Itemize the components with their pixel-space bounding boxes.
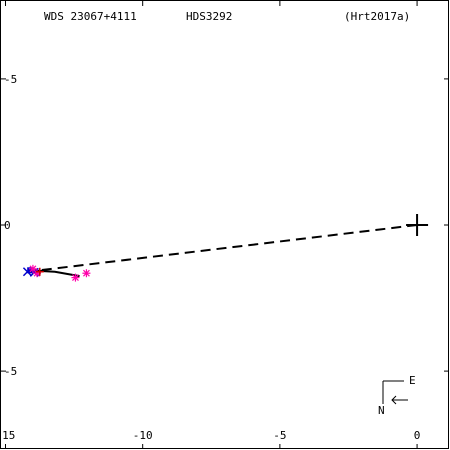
dashed-line-layer bbox=[27, 224, 418, 273]
observation-point bbox=[35, 267, 44, 276]
compass: E N bbox=[378, 374, 416, 417]
x-tick-label: 0 bbox=[414, 429, 421, 442]
y-tick-label: -5 bbox=[4, 73, 17, 86]
dashed-line bbox=[27, 224, 418, 273]
observations-layer bbox=[22, 264, 91, 282]
x-axis-ticks: -15 -10 -5 0 bbox=[0, 1, 420, 449]
compass-east-label: E bbox=[409, 374, 416, 387]
observation-point bbox=[82, 269, 91, 278]
primary-star-marker bbox=[406, 214, 429, 236]
y-axis-ticks: -5 0 -5 bbox=[1, 73, 449, 378]
x-tick-label: -5 bbox=[273, 429, 286, 442]
discoverer-label: HDS3292 bbox=[186, 10, 232, 23]
primary-layer bbox=[406, 214, 429, 236]
motion-arrow-icon bbox=[391, 395, 408, 405]
observation-point bbox=[27, 267, 34, 274]
observation-point bbox=[71, 273, 80, 282]
y-tick-label: -5 bbox=[4, 365, 17, 378]
x-tick-label: -10 bbox=[133, 429, 153, 442]
x-tick-label: -15 bbox=[0, 429, 15, 442]
reference-label: (Hrt2017a) bbox=[344, 10, 410, 23]
compass-north-label: N bbox=[378, 404, 385, 417]
observation-point bbox=[28, 264, 37, 273]
wds-id-label: WDS 23067+4111 bbox=[44, 10, 137, 23]
y-tick-label: 0 bbox=[4, 219, 11, 232]
